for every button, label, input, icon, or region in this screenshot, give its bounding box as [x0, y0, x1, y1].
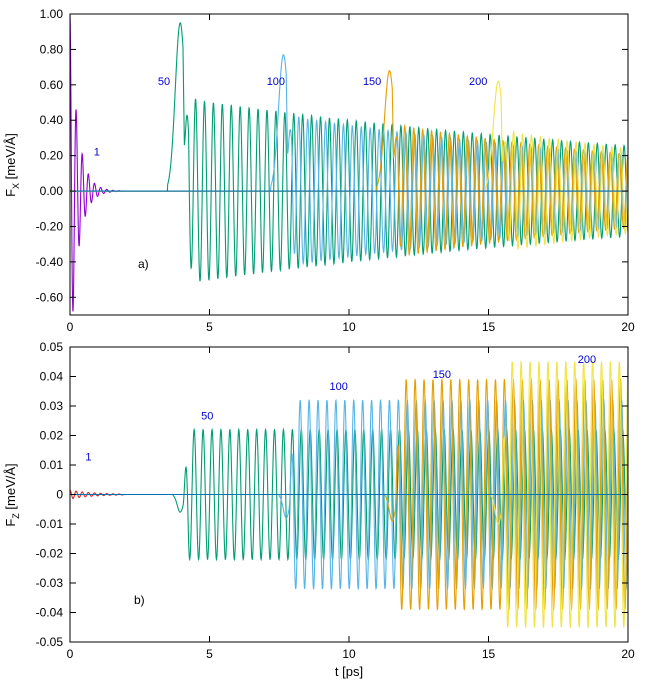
y-axis-title-a-sub: X — [11, 183, 21, 189]
y-axis-title-b-sub: Z — [11, 513, 21, 519]
curves-a — [70, 14, 628, 312]
y-tick-label: -0.02 — [36, 547, 64, 561]
y-axis-title-b-unit: [meV/Å] — [3, 463, 18, 513]
x-tick-label: 10 — [342, 320, 356, 334]
y-tick-label: 0.05 — [40, 340, 64, 354]
y-tick-label: -0.03 — [36, 576, 64, 590]
ticks-b: 0 5 10 15 20 -0.05 -0.04 -0.03 -0.02 -0.01 0 0.01 0.… — [36, 340, 635, 661]
curve-annotation: 100 — [329, 381, 347, 393]
y-tick-label: 0.03 — [40, 399, 64, 413]
y-tick-label: -0.04 — [36, 606, 64, 620]
panel-label-a: a) — [138, 257, 149, 271]
x-tick-label: 20 — [621, 320, 635, 334]
x-tick-label: 10 — [342, 647, 356, 661]
x-tick-label: 15 — [482, 647, 496, 661]
y-tick-label: 0.02 — [40, 429, 64, 443]
y-tick-label: 0.01 — [40, 458, 64, 472]
y-tick-label: 0.60 — [40, 78, 64, 92]
x-tick-label: 15 — [482, 320, 496, 334]
panel-label-b: b) — [134, 593, 145, 607]
curve-annotation: 50 — [201, 410, 213, 422]
annotations-a: 150 100 150 200 — [94, 76, 488, 159]
y-tick-label: -0.20 — [36, 219, 64, 233]
curve-annotation: 150 — [433, 369, 451, 381]
x-axis-title-b: t [ps] — [335, 664, 363, 679]
x-tick-label: 5 — [206, 320, 213, 334]
y-tick-label: 0.00 — [40, 184, 64, 198]
x-tick-label: 0 — [67, 647, 74, 661]
y-axis-title-a-unit: [meV/Å] — [3, 133, 18, 183]
y-tick-label: -0.40 — [36, 255, 64, 269]
y-tick-label: 1.00 — [40, 7, 64, 21]
y-tick-label: 0.04 — [40, 370, 64, 384]
curve-annotation: 1 — [94, 147, 100, 159]
curve-annotation: 100 — [267, 76, 285, 88]
curve-annotation: 50 — [158, 76, 170, 88]
curve-annotation: 200 — [578, 354, 596, 366]
curves-b — [70, 360, 628, 629]
y-tick-label: -0.05 — [36, 635, 64, 649]
y-axis-title-a: FX [meV/Å] — [3, 133, 21, 197]
x-tick-label: 20 — [621, 647, 635, 661]
y-tick-label: -0.60 — [36, 290, 64, 304]
curve-annotation: 150 — [363, 76, 381, 88]
y-axis-title-a-main: F — [3, 189, 18, 197]
y-tick-label: 0 — [56, 488, 63, 502]
ticks-a: 0 5 10 15 20 -0.60 -0.40 -0.20 0.00 0.20 0.40 0.60 0… — [36, 7, 635, 334]
curve-annotation: 200 — [469, 76, 487, 88]
x-tick-label: 5 — [206, 647, 213, 661]
y-tick-label: 0.20 — [40, 149, 64, 163]
panel-a: 0 5 10 15 20 -0.60 -0.40 -0.20 0.00 0.20 0.40 0.60 0… — [3, 7, 635, 334]
y-axis-title-b: FZ [meV/Å] — [3, 463, 21, 526]
y-tick-label: -0.01 — [36, 517, 64, 531]
y-axis-title-b-main: F — [3, 519, 18, 527]
panel-b: 0 5 10 15 20 -0.05 -0.04 -0.03 -0.02 -0.01 0 0.01 0.… — [3, 340, 635, 679]
y-tick-label: 0.40 — [40, 113, 64, 127]
curve-annotation: 1 — [85, 452, 91, 464]
y-tick-label: 0.80 — [40, 42, 64, 56]
x-tick-label: 0 — [67, 320, 74, 334]
